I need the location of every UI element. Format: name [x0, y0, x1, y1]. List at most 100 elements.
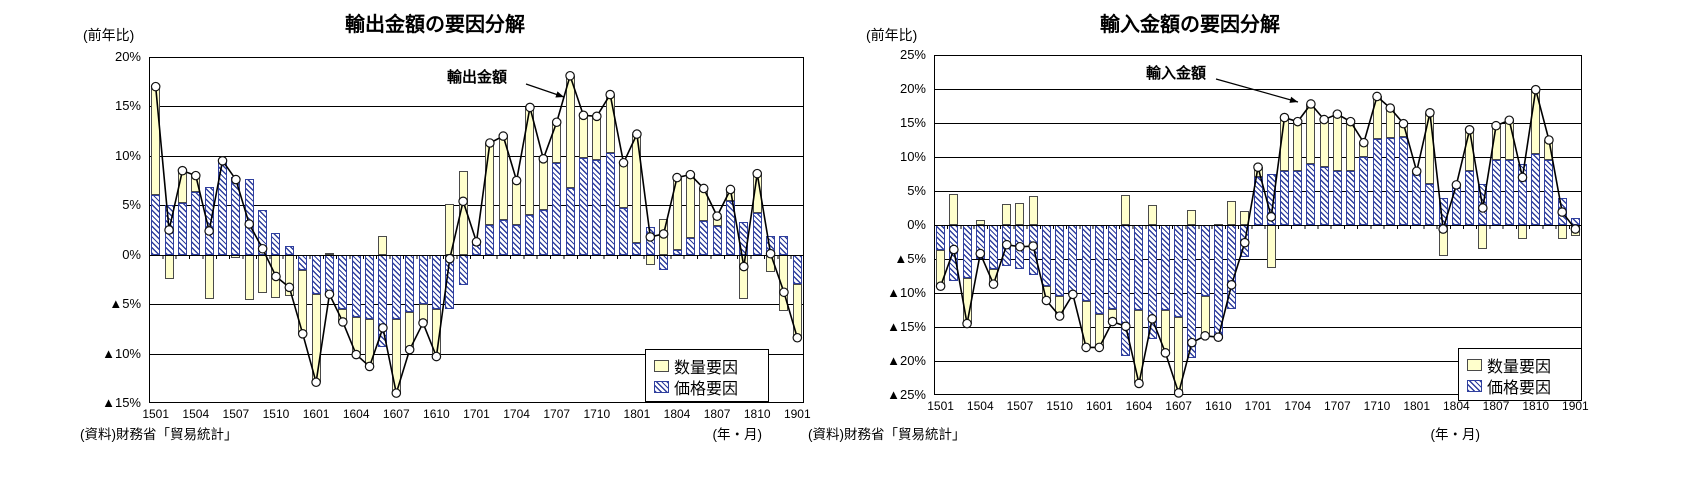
line-marker	[511, 175, 522, 186]
y-axis-tick-label: 20%	[899, 81, 926, 96]
x-axis-tick-label: 1610	[1204, 399, 1232, 413]
line-marker	[1478, 203, 1488, 213]
x-axis-tick-label: 1607	[382, 407, 410, 421]
legend-item: 価格要因	[1467, 375, 1573, 397]
y-axis-tick-label: ▲25%	[887, 387, 926, 402]
line-marker	[1544, 135, 1554, 145]
line-marker	[525, 102, 535, 113]
legend-item: 数量要因	[654, 355, 760, 377]
x-axis-tick-label: 1901	[1562, 399, 1589, 413]
line-marker	[204, 226, 214, 236]
line-marker	[765, 248, 776, 259]
x-axis-tick-label: 1604	[342, 407, 370, 421]
line-marker	[1041, 295, 1052, 306]
line-marker	[391, 388, 402, 398]
y-axis-tick-label: 15%	[114, 98, 141, 114]
gridline	[149, 354, 804, 355]
line-marker	[1451, 180, 1462, 190]
y-axis-tick-label: ▲10%	[102, 345, 141, 361]
line-marker	[418, 318, 428, 328]
price-swatch-icon	[654, 380, 669, 393]
line-marker	[1160, 348, 1171, 358]
bar-price-factor	[512, 225, 522, 255]
x-axis-tick-label: 1810	[743, 407, 771, 421]
line-marker	[404, 344, 415, 355]
x-axis-tick-label: 1504	[182, 407, 210, 421]
x-axis-tick-label: 1707	[543, 407, 571, 421]
line-marker	[565, 70, 575, 81]
line-marker	[1134, 378, 1144, 389]
line-marker	[378, 323, 388, 333]
legend-item: 価格要因	[654, 376, 760, 398]
bar-quantity-factor	[1187, 210, 1197, 225]
zero-axis-ticks	[149, 255, 804, 259]
line-marker	[1226, 280, 1237, 290]
x-axis-tick-label: 1601	[302, 407, 330, 421]
x-axis-tick-label: 1804	[663, 407, 691, 421]
y-axis-unit-label: (前年比)	[866, 27, 918, 43]
line-marker	[1464, 125, 1475, 135]
bar-quantity-factor	[1002, 203, 1012, 225]
line-marker	[1398, 118, 1409, 129]
bar-price-factor	[177, 203, 187, 255]
bar-price-factor	[725, 201, 735, 255]
line-marker	[244, 219, 255, 229]
bar-price-factor	[525, 215, 535, 255]
bar-price-factor	[1398, 136, 1408, 225]
gridline	[934, 361, 1582, 362]
line-marker	[1491, 120, 1501, 131]
bar-quantity-factor	[1227, 200, 1237, 225]
bar-price-factor	[151, 195, 161, 255]
line-marker	[632, 129, 642, 139]
bar-price-factor	[1544, 160, 1554, 225]
line-marker	[1358, 137, 1369, 148]
line-marker	[1068, 289, 1078, 300]
y-axis-tick-label: ▲15%	[887, 319, 926, 334]
bar-price-factor	[284, 245, 294, 255]
zero-axis-ticks	[934, 225, 1582, 229]
gridline	[934, 157, 1582, 158]
line-marker	[592, 111, 602, 122]
line-total-line	[935, 84, 1581, 398]
annotation-arrow-icon	[1215, 78, 1299, 103]
export-chart-title: 輸出金額の要因分解	[345, 14, 525, 36]
gridline	[149, 205, 804, 206]
y-axis-tick-label: ▲20%	[887, 353, 926, 368]
x-axis-tick-label: 1707	[1323, 399, 1351, 413]
line-marker	[658, 229, 669, 239]
line-marker	[605, 89, 615, 100]
annotation-arrow-icon	[525, 83, 565, 98]
bar-price-factor	[605, 152, 615, 255]
x-axis-tick-label: 1510	[1046, 399, 1073, 413]
x-axis-tick-label: 1510	[262, 407, 290, 421]
bar-price-factor	[1293, 170, 1303, 225]
line-marker	[1054, 311, 1065, 321]
x-axis-tick-label: 1807	[1482, 399, 1510, 413]
line-marker	[164, 225, 174, 235]
line-marker	[1253, 162, 1263, 172]
bar-price-factor	[1504, 160, 1514, 225]
line-marker	[458, 196, 468, 207]
y-axis-tick-label: ▲15%	[102, 395, 141, 410]
bar-quantity-factor	[1147, 205, 1157, 225]
y-axis-tick-label: 10%	[899, 149, 926, 164]
plot-area	[934, 55, 1582, 395]
line-marker	[1213, 332, 1224, 342]
line-marker	[1173, 388, 1184, 398]
bar-price-factor	[565, 188, 575, 255]
bar-quantity-factor	[1028, 195, 1038, 225]
line-marker	[1001, 239, 1012, 250]
bar-price-factor	[1306, 163, 1316, 225]
quantity-swatch-icon	[654, 359, 669, 372]
bar-price-factor	[271, 232, 281, 255]
x-axis-tick-label: 1701	[463, 407, 490, 421]
line-marker	[217, 156, 228, 166]
bar-price-factor	[1465, 170, 1475, 225]
x-axis-tick-label: 1701	[1244, 399, 1272, 413]
x-axis-tick-label: 1901	[783, 407, 811, 421]
line-marker	[618, 157, 629, 168]
gridline	[934, 327, 1582, 328]
bar-price-factor	[712, 226, 722, 255]
legend: 数量要因 価格要因	[645, 349, 769, 402]
price-swatch-icon	[1467, 379, 1482, 392]
